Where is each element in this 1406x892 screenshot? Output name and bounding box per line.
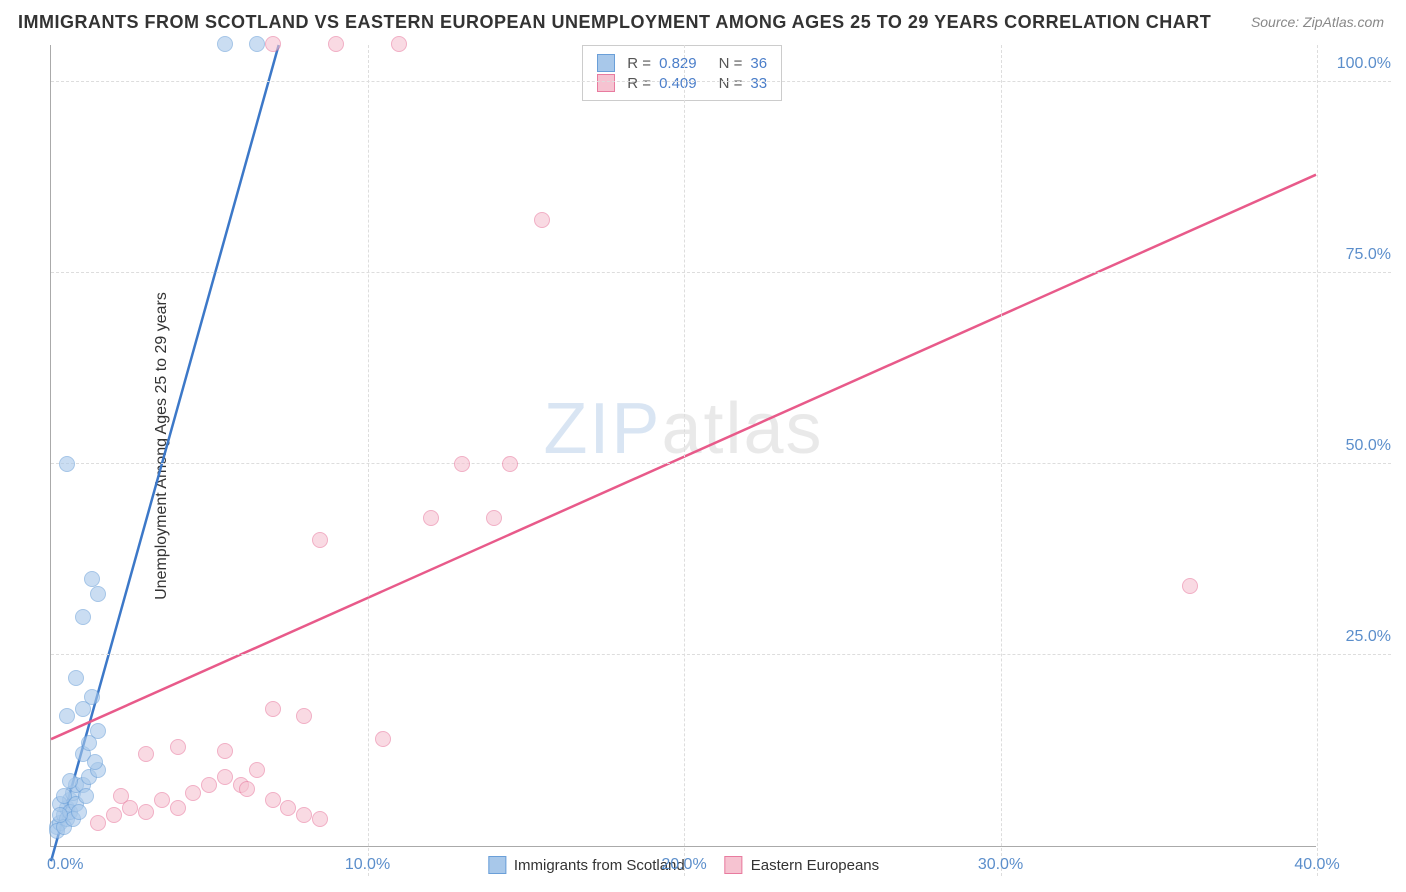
- r-label: R =: [627, 55, 651, 72]
- scatter-point: [280, 800, 296, 816]
- correlation-legend: R = 0.829 N = 36 R = 0.409 N = 33: [582, 45, 782, 101]
- plot-area: ZIPatlas R = 0.829 N = 36 R = 0.409 N = …: [50, 45, 1316, 847]
- scatter-point: [113, 788, 129, 804]
- legend-swatch-eastern-bottom: [725, 856, 743, 874]
- scatter-point: [375, 731, 391, 747]
- gridline-v: [1317, 45, 1318, 876]
- gridline-v: [368, 45, 369, 876]
- scatter-point: [265, 792, 281, 808]
- gridline-h: [51, 272, 1391, 273]
- scatter-point: [106, 807, 122, 823]
- xtick-label: 30.0%: [978, 856, 1023, 874]
- scatter-point: [312, 811, 328, 827]
- r-value-scotland: 0.829: [659, 55, 697, 72]
- scatter-point: [312, 532, 328, 548]
- gridline-v: [1001, 45, 1002, 876]
- n-value-eastern: 33: [750, 75, 767, 92]
- legend-swatch-scotland-bottom: [488, 856, 506, 874]
- scatter-point: [71, 804, 87, 820]
- scatter-point: [534, 212, 550, 228]
- scatter-point: [201, 777, 217, 793]
- gridline-h: [51, 81, 1391, 82]
- scatter-point: [75, 609, 91, 625]
- legend-item-eastern: Eastern Europeans: [725, 856, 879, 874]
- scatter-point: [78, 788, 94, 804]
- scatter-point: [170, 800, 186, 816]
- source-attribution: Source: ZipAtlas.com: [1251, 14, 1384, 30]
- n-value-scotland: 36: [750, 55, 767, 72]
- scatter-point: [217, 743, 233, 759]
- scatter-point: [59, 456, 75, 472]
- scatter-point: [249, 36, 265, 52]
- xtick-label: 40.0%: [1294, 856, 1339, 874]
- legend-swatch-eastern: [597, 74, 615, 92]
- scatter-point: [486, 510, 502, 526]
- legend-item-scotland: Immigrants from Scotland: [488, 856, 685, 874]
- scatter-point: [90, 586, 106, 602]
- scatter-point: [170, 739, 186, 755]
- legend-swatch-scotland: [597, 54, 615, 72]
- scatter-point: [185, 785, 201, 801]
- scatter-point: [84, 689, 100, 705]
- ytick-label: 25.0%: [1346, 628, 1391, 646]
- chart-container: IMMIGRANTS FROM SCOTLAND VS EASTERN EURO…: [0, 0, 1406, 892]
- scatter-point: [52, 807, 68, 823]
- xtick-label: 10.0%: [345, 856, 390, 874]
- r-value-eastern: 0.409: [659, 75, 697, 92]
- r-label: R =: [627, 75, 651, 92]
- gridline-v: [684, 45, 685, 876]
- ytick-label: 75.0%: [1346, 246, 1391, 264]
- xtick-label: 20.0%: [661, 856, 706, 874]
- scatter-point: [296, 708, 312, 724]
- scatter-point: [138, 746, 154, 762]
- scatter-point: [391, 36, 407, 52]
- ytick-label: 50.0%: [1346, 437, 1391, 455]
- legend-label-eastern: Eastern Europeans: [751, 857, 879, 874]
- scatter-point: [296, 807, 312, 823]
- scatter-point: [249, 762, 265, 778]
- scatter-point: [265, 701, 281, 717]
- scatter-point: [59, 708, 75, 724]
- scatter-point: [265, 36, 281, 52]
- ytick-label: 100.0%: [1337, 55, 1391, 73]
- gridline-h: [51, 463, 1391, 464]
- origin-tick-label: 0.0%: [47, 856, 83, 874]
- gridline-h: [51, 654, 1391, 655]
- scatter-point: [217, 36, 233, 52]
- scatter-point: [217, 769, 233, 785]
- legend-label-scotland: Immigrants from Scotland: [514, 857, 685, 874]
- scatter-point: [423, 510, 439, 526]
- scatter-point: [90, 815, 106, 831]
- scatter-point: [154, 792, 170, 808]
- scatter-point: [87, 754, 103, 770]
- scatter-point: [90, 723, 106, 739]
- scatter-point: [84, 571, 100, 587]
- scatter-point: [1182, 578, 1198, 594]
- scatter-point: [62, 773, 78, 789]
- legend-row-scotland: R = 0.829 N = 36: [597, 54, 767, 72]
- chart-title: IMMIGRANTS FROM SCOTLAND VS EASTERN EURO…: [18, 12, 1211, 33]
- scatter-point: [454, 456, 470, 472]
- scatter-point: [138, 804, 154, 820]
- n-label: N =: [719, 75, 743, 92]
- scatter-point: [328, 36, 344, 52]
- scatter-point: [502, 456, 518, 472]
- scatter-point: [68, 670, 84, 686]
- legend-row-eastern: R = 0.409 N = 33: [597, 74, 767, 92]
- n-label: N =: [719, 55, 743, 72]
- scatter-point: [239, 781, 255, 797]
